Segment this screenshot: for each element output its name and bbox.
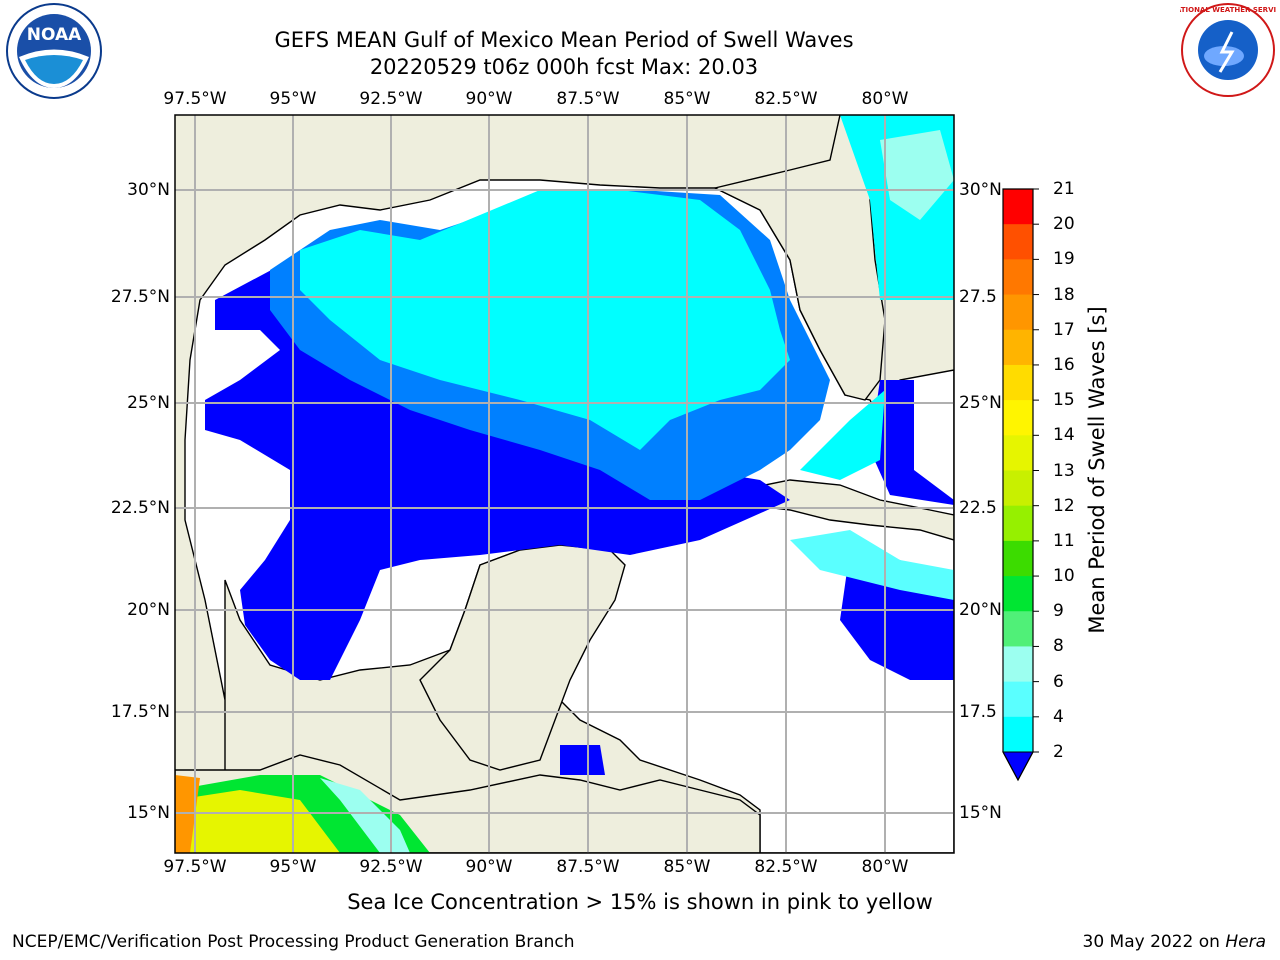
colorbar-tick-label: 8 [1053, 636, 1064, 657]
lat-label-left: 17.5°N [110, 702, 170, 722]
colorbar-tick-label: 13 [1053, 460, 1075, 481]
swell-region-8-9s [880, 130, 954, 220]
lon-label-bottom: 85°W [663, 857, 711, 877]
lon-label-bottom: 80°W [861, 857, 909, 877]
colorbar-segment [1003, 681, 1033, 718]
map-title: GEFS MEAN Gulf of Mexico Mean Period of … [274, 28, 854, 52]
colorbar-tick-label: 21 [1053, 179, 1075, 199]
colorbar-tick-label: 17 [1053, 319, 1075, 340]
colorbar-tick-label: 10 [1053, 566, 1075, 587]
colorbar-tick-label: 2 [1053, 742, 1064, 762]
lon-label-top: 90°W [465, 89, 513, 109]
colorbar-segment [1003, 716, 1033, 753]
lon-label-top: 82.5°W [754, 89, 818, 109]
noaa-logo-icon: NOAA [6, 3, 102, 99]
colorbar-segment [1003, 540, 1033, 577]
svg-text:NOAA: NOAA [27, 25, 82, 45]
colorbar-tick-label: 6 [1053, 671, 1064, 692]
colorbar-segment [1003, 400, 1033, 436]
colorbar-segment [1003, 646, 1033, 683]
nws-logo-icon: NATIONAL WEATHER SERVICE [1180, 3, 1276, 97]
lat-label-left: 30°N [127, 180, 170, 200]
colorbar-tick-label: 4 [1053, 706, 1064, 727]
colorbar-tick-label: 12 [1053, 495, 1075, 516]
lat-label-left: 20°N [127, 600, 170, 620]
lon-label-bottom: 97.5°W [163, 857, 227, 877]
lon-label-bottom: 82.5°W [754, 857, 818, 877]
lat-label-left: 27.5°N [110, 287, 170, 307]
lon-label-top: 87.5°W [556, 89, 620, 109]
footer-machine: Hera [1225, 932, 1266, 952]
map-subtitle: 20220529 t06z 000h fcst Max: 20.03 [369, 55, 759, 79]
colorbar-tick-label: 9 [1053, 601, 1064, 622]
lat-label-right: 15°N [959, 803, 1002, 823]
footer-date: 30 May 2022 on Hera [1083, 932, 1267, 952]
swell-region-6-8s-caribbean [790, 530, 954, 600]
lon-label-bottom: 95°W [269, 857, 317, 877]
lon-label-top: 92.5°W [359, 89, 423, 109]
colorbar-segment [1003, 329, 1033, 366]
colorbar-segment [1003, 576, 1033, 612]
colorbar-tick-label: 20 [1053, 214, 1075, 235]
graticule [175, 115, 954, 853]
lat-label-left: 25°N [127, 393, 170, 413]
colorbar-tick-label: 16 [1053, 354, 1075, 375]
swell-field [205, 115, 954, 775]
colorbar-tick-label: 11 [1053, 530, 1075, 551]
footer-date-text: 30 May 2022 on [1082, 932, 1226, 952]
swell-region-honduras [560, 745, 605, 775]
colorbar-segment [1003, 259, 1033, 296]
colorbar-segment [1003, 611, 1033, 647]
sea-ice-note: Sea Ice Concentration > 15% is shown in … [347, 890, 933, 914]
lat-label-right: 17.5 [959, 702, 997, 722]
pacific-swell-field [175, 775, 430, 853]
colorbar-segment [1003, 189, 1033, 225]
lon-label-bottom: 90°W [465, 857, 513, 877]
lon-label-bottom: 87.5°W [556, 857, 620, 877]
lon-label-top: 95°W [269, 89, 317, 109]
lat-label-right: 27.5 [959, 287, 997, 307]
swell-region-2-4s-east [870, 380, 954, 505]
colorbar-segment [1003, 224, 1033, 260]
swell-region-4-6s-straits [800, 390, 885, 480]
colorbar-segment [1003, 364, 1033, 401]
map-frame [174, 114, 955, 854]
colorbar-title: Mean Period of Swell Waves [s] [1085, 306, 1109, 634]
colorbar-segment [1003, 435, 1033, 471]
lon-label-top: 97.5°W [163, 89, 227, 109]
lon-label-top: 80°W [861, 89, 909, 109]
colorbar-tick-label: 18 [1053, 284, 1075, 305]
colorbar-segment [1003, 505, 1033, 542]
lon-label-bottom: 92.5°W [359, 857, 423, 877]
colorbar-frame [1002, 188, 1034, 782]
lat-label-right: 20°N [959, 600, 1002, 620]
swell-region-6-8s [300, 190, 790, 450]
footer-credit: NCEP/EMC/Verification Post Processing Pr… [12, 932, 575, 952]
colorbar-segment [1003, 294, 1033, 331]
lat-label-right: 25°N [959, 393, 1002, 413]
lat-label-left: 15°N [127, 803, 170, 823]
colorbar-extend-triangle [1002, 751, 1034, 782]
nws-logo-text: NATIONAL WEATHER SERVICE [1180, 6, 1276, 14]
colorbar-tick-label: 14 [1053, 425, 1075, 446]
lat-label-right: 22.5 [959, 498, 997, 518]
colorbar-segment [1003, 470, 1033, 507]
lat-label-left: 22.5°N [110, 498, 170, 518]
lat-label-right: 30°N [959, 180, 1002, 200]
colorbar-tick-label: 19 [1053, 249, 1075, 270]
lon-label-top: 85°W [663, 89, 711, 109]
colorbar-tick-label: 15 [1053, 390, 1075, 411]
